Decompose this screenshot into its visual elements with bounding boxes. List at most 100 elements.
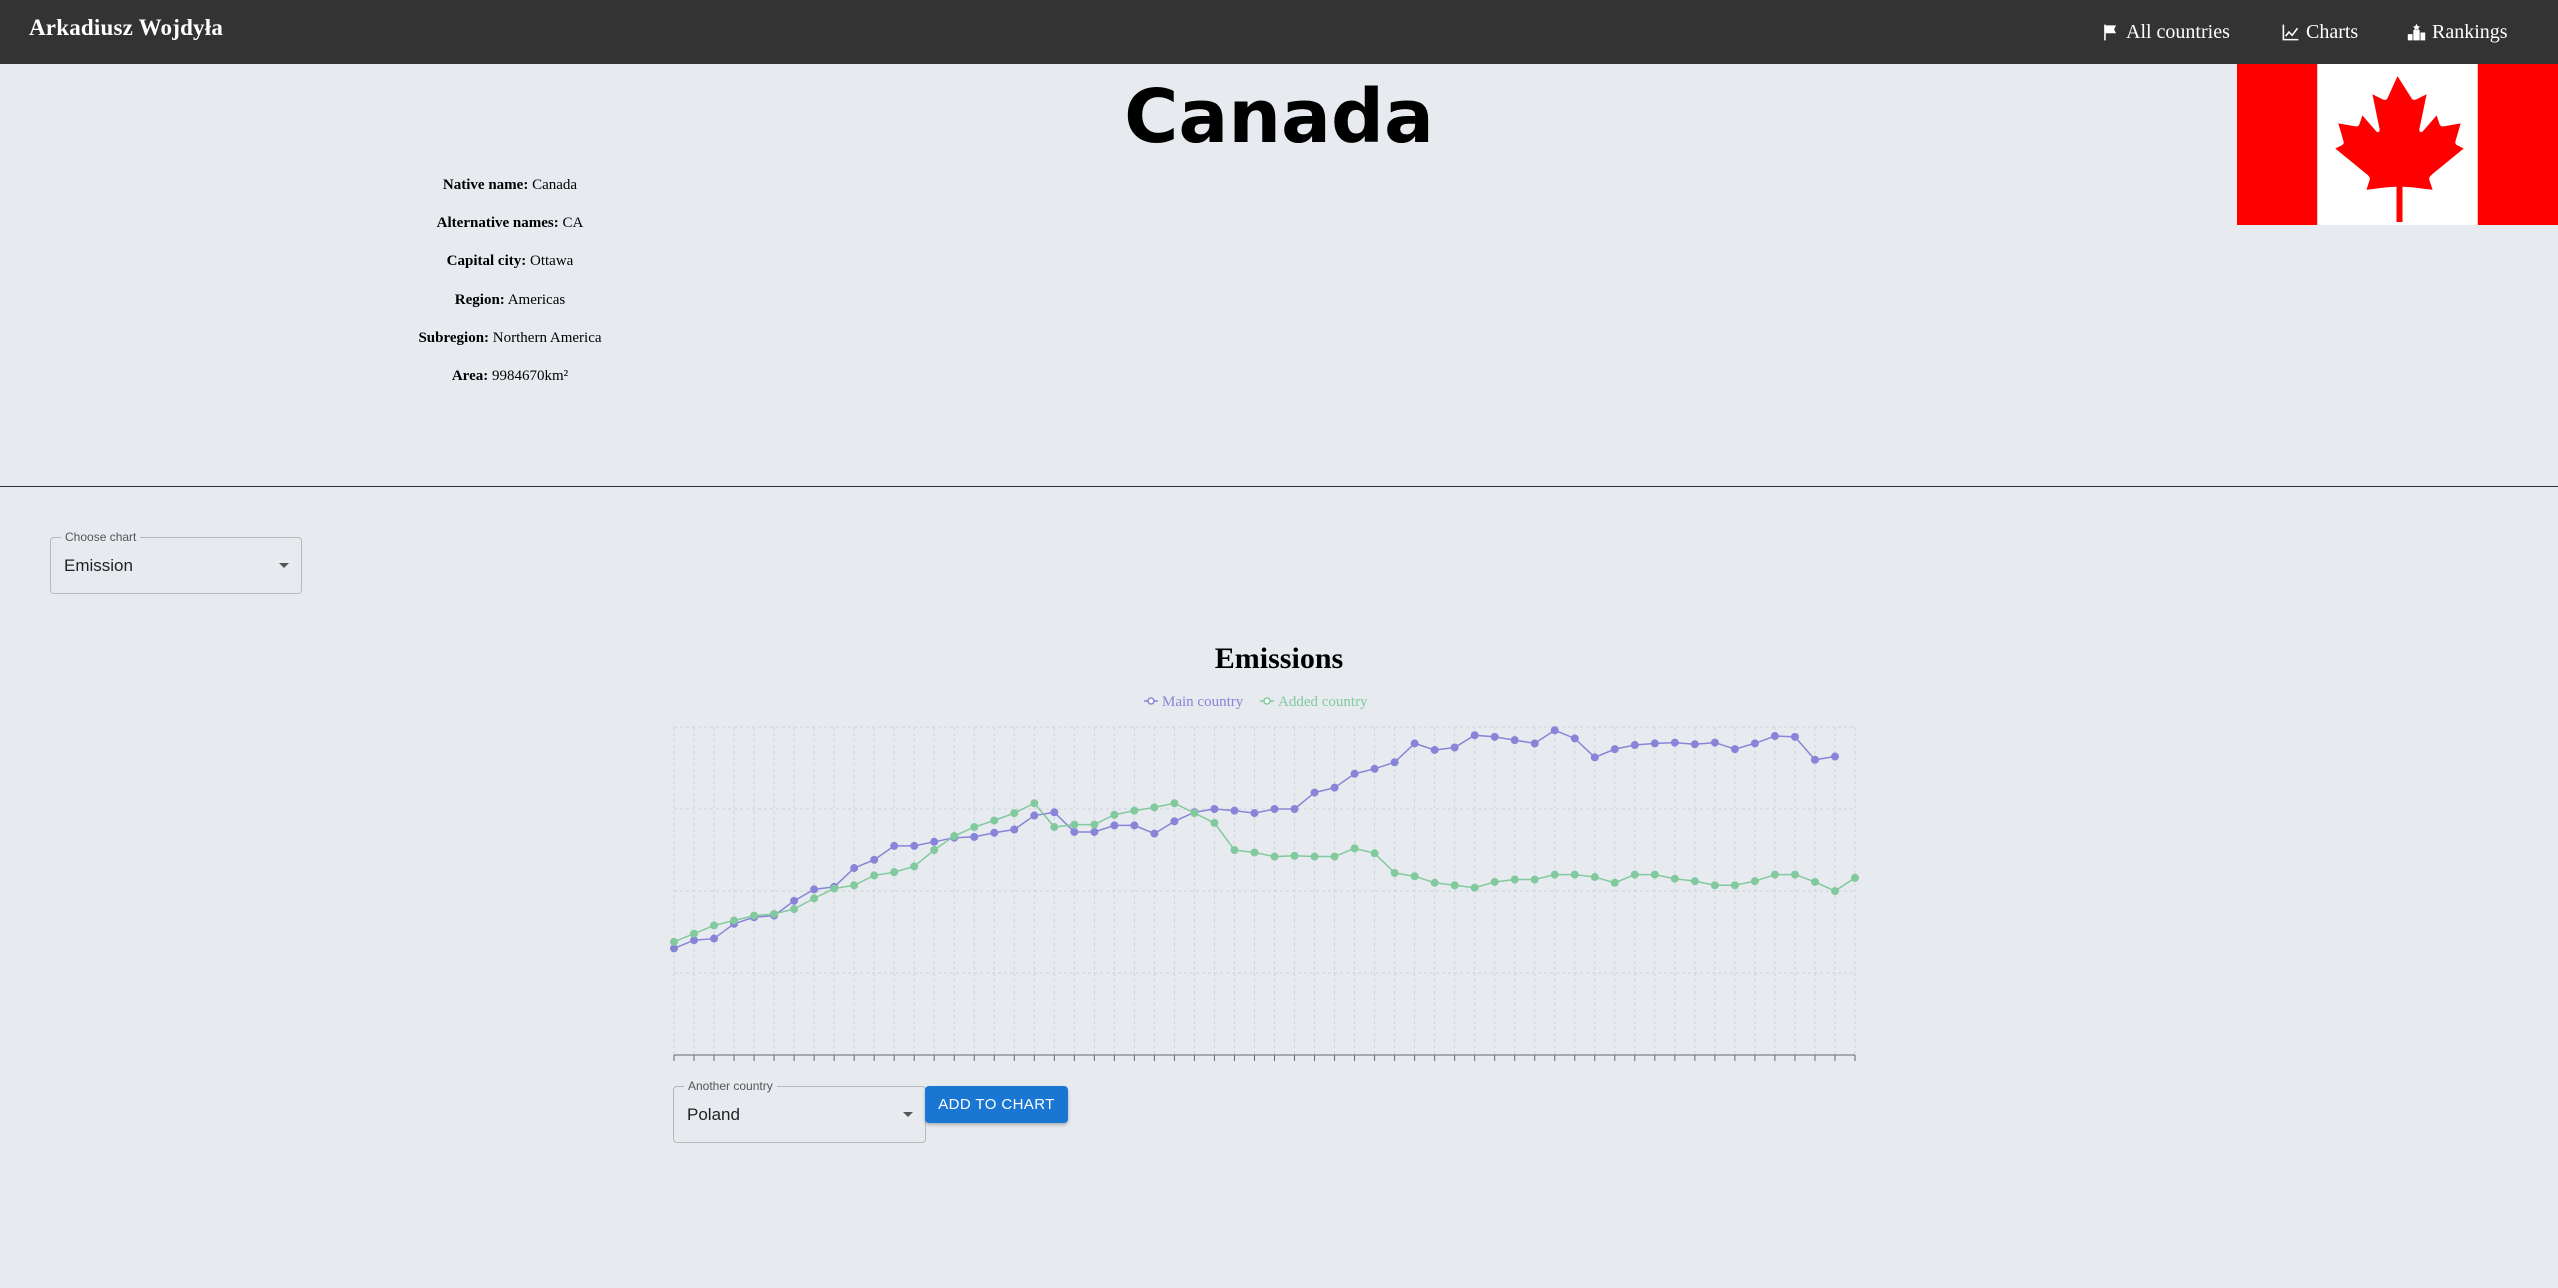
data-point[interactable] [1170, 817, 1179, 826]
nav-all-countries[interactable]: All countries [2101, 17, 2230, 47]
data-point[interactable] [1490, 732, 1499, 741]
data-point[interactable] [1150, 829, 1159, 838]
data-point[interactable] [1010, 825, 1019, 834]
data-point[interactable] [1851, 873, 1859, 882]
data-point[interactable] [1690, 877, 1699, 886]
data-point[interactable] [1590, 753, 1599, 762]
add-to-chart-button[interactable]: ADD TO CHART [925, 1086, 1068, 1123]
data-point[interactable] [1410, 872, 1419, 881]
data-point[interactable] [1170, 799, 1179, 808]
data-point[interactable] [830, 884, 839, 893]
data-point[interactable] [730, 916, 739, 925]
data-point[interactable] [1610, 745, 1619, 754]
data-point[interactable] [1730, 881, 1739, 890]
data-point[interactable] [950, 832, 959, 841]
data-point[interactable] [1470, 883, 1479, 892]
data-point[interactable] [1230, 846, 1239, 854]
data-point[interactable] [1130, 806, 1139, 815]
data-point[interactable] [710, 934, 719, 943]
data-point[interactable] [1230, 806, 1239, 815]
brand-link[interactable]: Arkadiusz Wojdyła [29, 15, 224, 40]
data-point[interactable] [970, 832, 979, 841]
data-point[interactable] [1790, 732, 1799, 741]
data-point[interactable] [1250, 809, 1259, 818]
data-point[interactable] [1370, 849, 1379, 858]
data-point[interactable] [1410, 739, 1419, 748]
data-point[interactable] [810, 894, 819, 903]
data-point[interactable] [1750, 739, 1759, 748]
data-point[interactable] [690, 929, 699, 938]
data-point[interactable] [1530, 875, 1539, 884]
data-point[interactable] [1030, 799, 1039, 808]
data-point[interactable] [1610, 878, 1619, 887]
data-point[interactable] [670, 937, 678, 946]
data-point[interactable] [1110, 821, 1119, 830]
data-point[interactable] [690, 936, 699, 945]
data-point[interactable] [1150, 803, 1159, 812]
data-point[interactable] [870, 871, 879, 880]
data-point[interactable] [1790, 870, 1799, 879]
data-point[interactable] [1490, 877, 1499, 886]
data-point[interactable] [1770, 732, 1779, 741]
data-point[interactable] [1750, 877, 1759, 886]
data-point[interactable] [1130, 821, 1139, 830]
data-point[interactable] [1510, 875, 1519, 884]
data-point[interactable] [1330, 783, 1339, 792]
data-point[interactable] [1090, 820, 1099, 829]
data-point[interactable] [1550, 870, 1559, 879]
data-point[interactable] [850, 864, 859, 873]
data-point[interactable] [1290, 851, 1299, 860]
data-point[interactable] [1670, 874, 1679, 883]
data-point[interactable] [1210, 805, 1219, 813]
data-point[interactable] [1730, 745, 1739, 754]
legend-item-main-country[interactable]: Main country [1144, 694, 1244, 710]
data-point[interactable] [1570, 734, 1579, 743]
data-point[interactable] [1830, 887, 1839, 895]
data-point[interactable] [1630, 870, 1639, 879]
data-point[interactable] [710, 921, 719, 930]
data-point[interactable] [1070, 827, 1079, 836]
data-point[interactable] [910, 841, 919, 850]
data-point[interactable] [870, 855, 879, 864]
data-point[interactable] [1810, 755, 1819, 764]
data-point[interactable] [1650, 739, 1659, 748]
data-point[interactable] [1670, 738, 1679, 747]
data-point[interactable] [1390, 868, 1399, 877]
data-point[interactable] [1210, 818, 1219, 827]
data-point[interactable] [930, 837, 939, 846]
data-point[interactable] [1070, 820, 1079, 829]
nav-rankings[interactable]: Rankings [2407, 17, 2508, 47]
data-point[interactable] [1110, 810, 1119, 819]
data-point[interactable] [1270, 852, 1279, 861]
data-point[interactable] [1570, 870, 1579, 879]
data-point[interactable] [1690, 740, 1699, 749]
data-point[interactable] [790, 905, 799, 914]
data-point[interactable] [1710, 881, 1719, 890]
data-point[interactable] [1470, 731, 1479, 740]
data-point[interactable] [1450, 881, 1459, 890]
data-point[interactable] [750, 911, 759, 920]
data-point[interactable] [1250, 848, 1259, 857]
choose-chart-select[interactable]: Choose chart Emission [50, 530, 302, 594]
data-point[interactable] [790, 896, 799, 905]
data-point[interactable] [890, 868, 899, 877]
data-point[interactable] [670, 944, 678, 953]
data-point[interactable] [1330, 852, 1339, 861]
data-point[interactable] [910, 862, 919, 871]
data-point[interactable] [770, 909, 779, 918]
data-point[interactable] [1030, 811, 1039, 820]
data-point[interactable] [1810, 877, 1819, 886]
data-point[interactable] [1510, 736, 1519, 745]
data-point[interactable] [1390, 758, 1399, 767]
data-point[interactable] [1050, 808, 1059, 817]
data-point[interactable] [1590, 873, 1599, 882]
data-point[interactable] [1270, 805, 1279, 813]
data-point[interactable] [1010, 809, 1019, 818]
data-point[interactable] [1770, 870, 1779, 879]
data-point[interactable] [1830, 752, 1839, 761]
data-point[interactable] [970, 823, 979, 832]
data-point[interactable] [1370, 764, 1379, 773]
nav-charts[interactable]: Charts [2281, 17, 2358, 47]
data-point[interactable] [890, 841, 899, 850]
data-point[interactable] [1430, 745, 1439, 754]
